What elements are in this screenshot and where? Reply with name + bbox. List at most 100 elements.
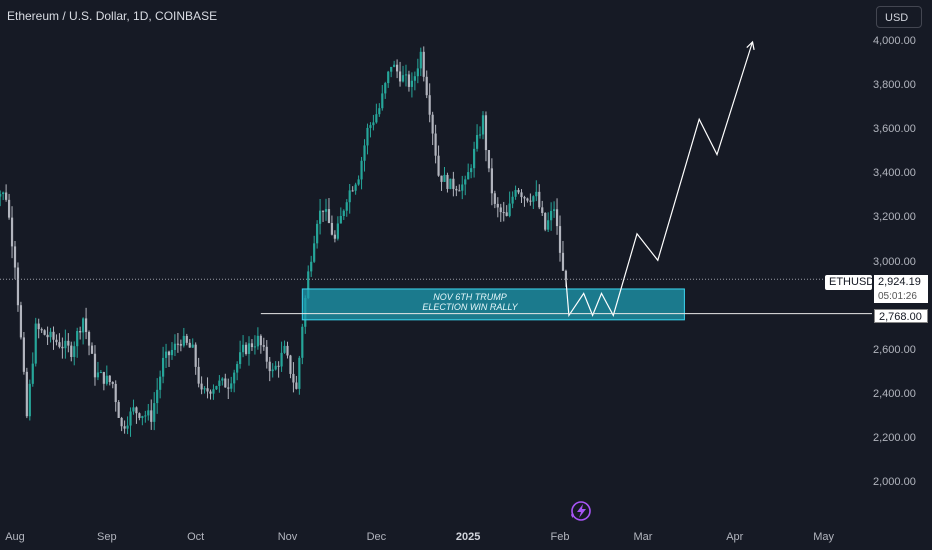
candle-body <box>393 64 396 67</box>
candle-body <box>67 340 70 346</box>
candle-body <box>129 411 132 426</box>
candle-body <box>330 222 334 235</box>
candle-body <box>298 357 301 389</box>
candle-body <box>395 64 399 72</box>
candle-body <box>289 355 292 374</box>
candle-body <box>508 203 511 216</box>
candle-body <box>271 369 274 372</box>
candle-body <box>203 388 206 390</box>
candle-body <box>378 108 381 115</box>
candle-body <box>147 410 150 416</box>
candle-body <box>93 353 97 378</box>
x-tick-label: Nov <box>277 531 298 543</box>
sparkle-icon <box>571 512 574 518</box>
candle-body <box>224 378 227 388</box>
x-tick-label: Dec <box>366 531 387 543</box>
candle-body <box>461 184 464 191</box>
candle-body <box>363 145 366 161</box>
candle-body <box>164 351 168 358</box>
candle-body <box>481 115 485 135</box>
candle-body <box>111 382 114 384</box>
candle-body <box>82 318 85 333</box>
candle-body <box>176 343 180 345</box>
candle-body <box>46 334 49 338</box>
currency-button[interactable]: USD <box>876 6 922 28</box>
candle-body <box>221 378 224 381</box>
candle-body <box>76 331 79 347</box>
candle-body <box>443 174 446 182</box>
candle-body <box>514 189 517 197</box>
candle-body <box>2 192 5 195</box>
candle-body <box>526 198 529 201</box>
candle-body <box>241 344 245 353</box>
candle-body <box>28 383 31 417</box>
price-lines <box>0 278 872 315</box>
candle-body <box>552 209 556 211</box>
candle-body <box>215 386 218 390</box>
candle-body <box>467 172 470 180</box>
candle-body <box>141 416 144 418</box>
candle-body <box>197 366 200 384</box>
candle-body <box>292 373 295 383</box>
candle-body <box>162 357 165 377</box>
candle-body <box>345 202 348 211</box>
candle-body <box>301 326 304 358</box>
candle-body <box>230 383 233 389</box>
candle-body <box>79 331 82 333</box>
candle-body <box>13 246 17 268</box>
candle-body <box>5 192 8 200</box>
candle-body <box>84 318 88 332</box>
chart-title: Ethereum / U.S. Dollar, 1D, COINBASE <box>7 9 218 23</box>
candle-body <box>58 342 61 347</box>
y-tick-label: 2,000.00 <box>873 476 916 488</box>
candle-body <box>206 388 209 392</box>
candle-body <box>431 114 434 134</box>
projection-line <box>565 41 754 318</box>
candle-body <box>381 93 384 109</box>
candle-body <box>295 382 298 389</box>
candle-body <box>247 343 251 354</box>
candle-body <box>43 330 46 335</box>
candle-body <box>327 209 331 223</box>
candle-body <box>558 226 562 253</box>
candle-body <box>117 402 120 418</box>
candle-body <box>16 267 20 306</box>
candle-body <box>487 150 491 169</box>
candle-body <box>313 243 316 262</box>
candle-body <box>357 179 360 185</box>
candle-body <box>123 426 126 429</box>
candle-body <box>434 133 437 156</box>
candle-body <box>132 407 135 412</box>
countdown-tag: 05:01:26 <box>874 290 928 303</box>
candle-body <box>227 387 230 389</box>
candle-body <box>478 134 482 136</box>
candle-body <box>336 223 339 239</box>
candle-body <box>286 345 289 356</box>
candle-body <box>520 192 523 198</box>
candle-body <box>419 51 422 69</box>
candles <box>0 46 568 437</box>
projection-arrowhead <box>746 40 755 50</box>
x-tick-label: 2025 <box>455 531 481 543</box>
y-tick-label: 2,200.00 <box>873 431 916 444</box>
candle-body <box>153 403 156 422</box>
candle-body <box>250 343 254 348</box>
candle-body <box>170 349 174 356</box>
candle-body <box>253 346 257 348</box>
candle-body <box>555 209 559 227</box>
candle-body <box>473 148 476 169</box>
candle-body <box>90 345 94 354</box>
lightning-icon <box>571 501 591 521</box>
candle-body <box>401 75 405 82</box>
candle-body <box>283 345 286 353</box>
candle-body <box>102 372 105 384</box>
candle-body <box>135 407 138 414</box>
candle-body <box>321 210 325 212</box>
candle-body <box>390 66 393 72</box>
rally-zone-box <box>301 288 685 321</box>
candle-body <box>265 346 268 362</box>
lightning-bolt-icon <box>577 504 586 518</box>
x-tick-label: Sep <box>97 531 117 543</box>
